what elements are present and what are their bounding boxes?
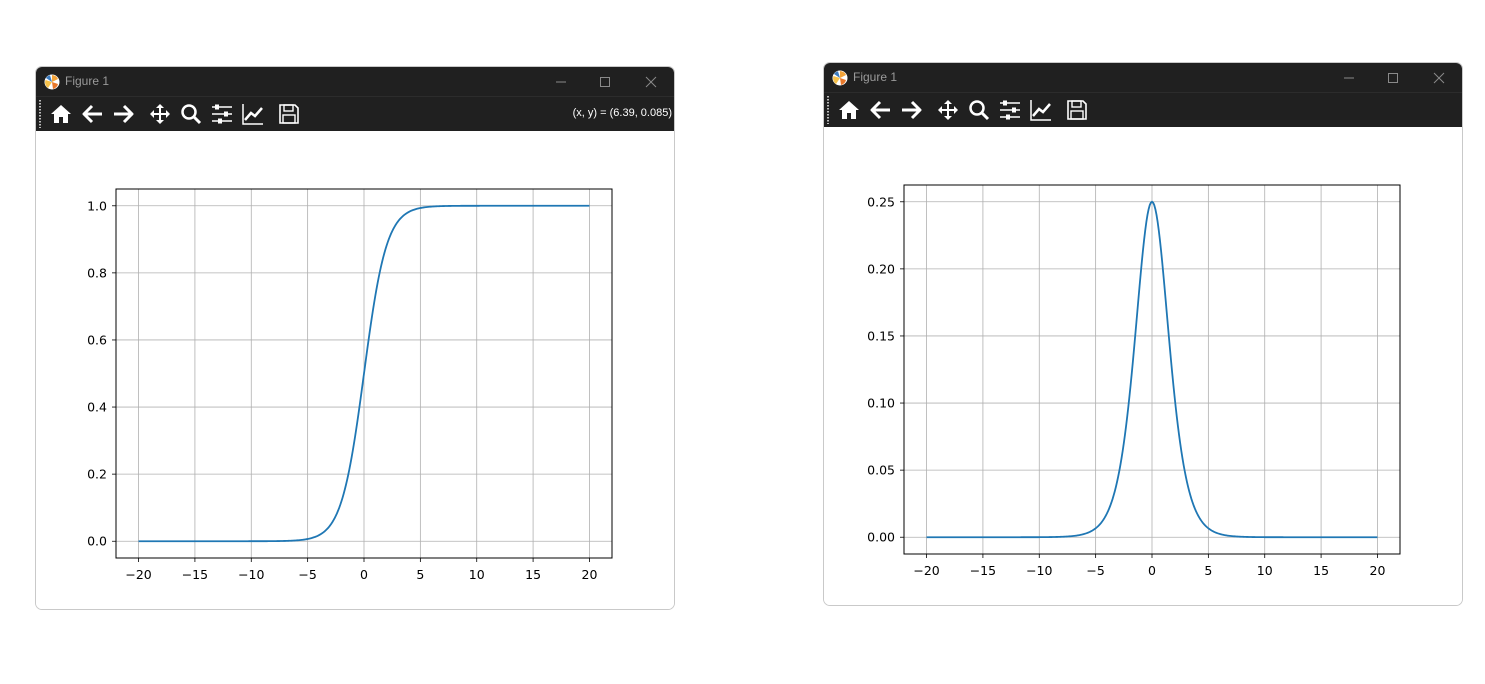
close-button[interactable] (1422, 67, 1456, 89)
configure-subplots-button[interactable] (997, 98, 1023, 122)
x-tick-label: −5 (1086, 563, 1104, 578)
x-tick-label: −10 (238, 567, 264, 582)
home-button[interactable] (836, 98, 862, 122)
maximize-button[interactable] (588, 71, 622, 93)
forward-arrow-icon (902, 100, 922, 120)
data-series-line (138, 204, 590, 543)
subplots-config-icon (1000, 100, 1020, 120)
y-tick-label: 0.4 (87, 400, 107, 415)
y-tick-label: 0.10 (867, 396, 895, 411)
zoom-button[interactable] (178, 102, 204, 126)
x-tick-label: 0 (1148, 563, 1156, 578)
sigmoid-derivative-chart: −20 −15 −10 −5 0 5 10 15 20 0.00 0.05 0.10 0.15 0.20 0… (867, 184, 1401, 578)
pan-icon (938, 100, 958, 120)
figure-window-1: Figure 1 (35, 66, 675, 610)
title-bar[interactable]: Figure 1 (36, 67, 674, 97)
minimize-button[interactable] (1332, 67, 1366, 89)
x-tick-label: 5 (1204, 563, 1212, 578)
matplotlib-logo-icon (832, 70, 848, 86)
home-icon (839, 101, 859, 119)
y-tick-label: 0.8 (87, 265, 107, 280)
x-tick-label: 20 (1370, 563, 1386, 578)
x-tick-label: 15 (1313, 563, 1329, 578)
zoom-icon (969, 100, 990, 121)
maximize-button[interactable] (1376, 67, 1410, 89)
y-tick-label: 0.2 (87, 467, 107, 482)
x-tick-label: 20 (582, 567, 598, 582)
y-tick-label: 0.15 (867, 328, 895, 343)
minimize-button[interactable] (544, 71, 578, 93)
x-tick-label: 10 (1257, 563, 1273, 578)
home-icon (51, 105, 71, 123)
coordinate-readout: (x, y) = (6.39, 0.085) (572, 107, 672, 119)
y-tick-label: 0.0 (87, 534, 107, 549)
back-arrow-icon (82, 104, 102, 124)
edit-axes-button[interactable] (1028, 98, 1054, 122)
sigmoid-chart: −20 −15 −10 −5 0 5 10 15 20 0.0 0.2 0.4 0.6 0.8 1.0 (87, 188, 613, 582)
save-icon (1067, 100, 1087, 120)
forward-button[interactable] (110, 102, 136, 126)
y-tick-label: 0.05 (867, 463, 895, 478)
y-tick-label: 0.25 (867, 194, 895, 209)
close-icon (1433, 72, 1445, 84)
x-tick-label: 0 (360, 567, 368, 582)
pan-icon (150, 104, 170, 124)
y-tick-label: 0.20 (867, 261, 895, 276)
edit-axes-button[interactable] (240, 102, 266, 126)
minimize-icon (556, 81, 566, 83)
maximize-icon (1388, 73, 1398, 83)
window-title: Figure 1 (853, 70, 898, 84)
y-tick-label: 1.0 (87, 198, 107, 213)
x-tick-label: −15 (970, 563, 996, 578)
x-tick-label: −20 (125, 567, 151, 582)
window-title: Figure 1 (65, 74, 110, 88)
close-icon (645, 76, 657, 88)
pan-button[interactable] (147, 102, 173, 126)
x-tick-label: 10 (469, 567, 485, 582)
navigation-toolbar: (x, y) = (6.39, 0.085) (36, 97, 674, 131)
close-button[interactable] (634, 71, 668, 93)
matplotlib-logo-icon (44, 74, 60, 90)
forward-arrow-icon (114, 104, 134, 124)
axes-edit-icon (1030, 100, 1051, 121)
back-button[interactable] (80, 102, 106, 126)
x-tick-label: −5 (298, 567, 316, 582)
home-button[interactable] (48, 102, 74, 126)
navigation-toolbar (824, 93, 1462, 127)
back-arrow-icon (870, 100, 890, 120)
y-tick-label: 0.00 (867, 530, 895, 545)
save-icon (279, 104, 299, 124)
toolbar-grip[interactable] (827, 96, 829, 124)
plot-canvas[interactable]: −20 −15 −10 −5 0 5 10 15 20 0.00 0.05 0.10 0.15 0.20 0… (824, 127, 1462, 605)
zoom-icon (181, 104, 202, 125)
x-tick-label: −20 (913, 563, 939, 578)
save-button[interactable] (1064, 98, 1090, 122)
pan-button[interactable] (935, 98, 961, 122)
data-series-line (926, 200, 1378, 539)
back-button[interactable] (868, 98, 894, 122)
zoom-button[interactable] (966, 98, 992, 122)
save-button[interactable] (276, 102, 302, 126)
toolbar-grip[interactable] (39, 100, 41, 128)
subplots-config-icon (212, 104, 232, 124)
x-tick-label: −10 (1026, 563, 1052, 578)
forward-button[interactable] (898, 98, 924, 122)
x-tick-label: 5 (416, 567, 424, 582)
x-tick-label: 15 (525, 567, 541, 582)
plot-canvas[interactable]: −20 −15 −10 −5 0 5 10 15 20 0.0 0.2 0.4 0.6 0.8 1.0 (36, 131, 674, 609)
y-tick-label: 0.6 (87, 332, 107, 347)
configure-subplots-button[interactable] (209, 102, 235, 126)
figure-window-2: Figure 1 (823, 62, 1463, 606)
x-tick-label: −15 (182, 567, 208, 582)
minimize-icon (1344, 77, 1354, 79)
title-bar[interactable]: Figure 1 (824, 63, 1462, 93)
axes-edit-icon (242, 104, 263, 125)
maximize-icon (600, 77, 610, 87)
